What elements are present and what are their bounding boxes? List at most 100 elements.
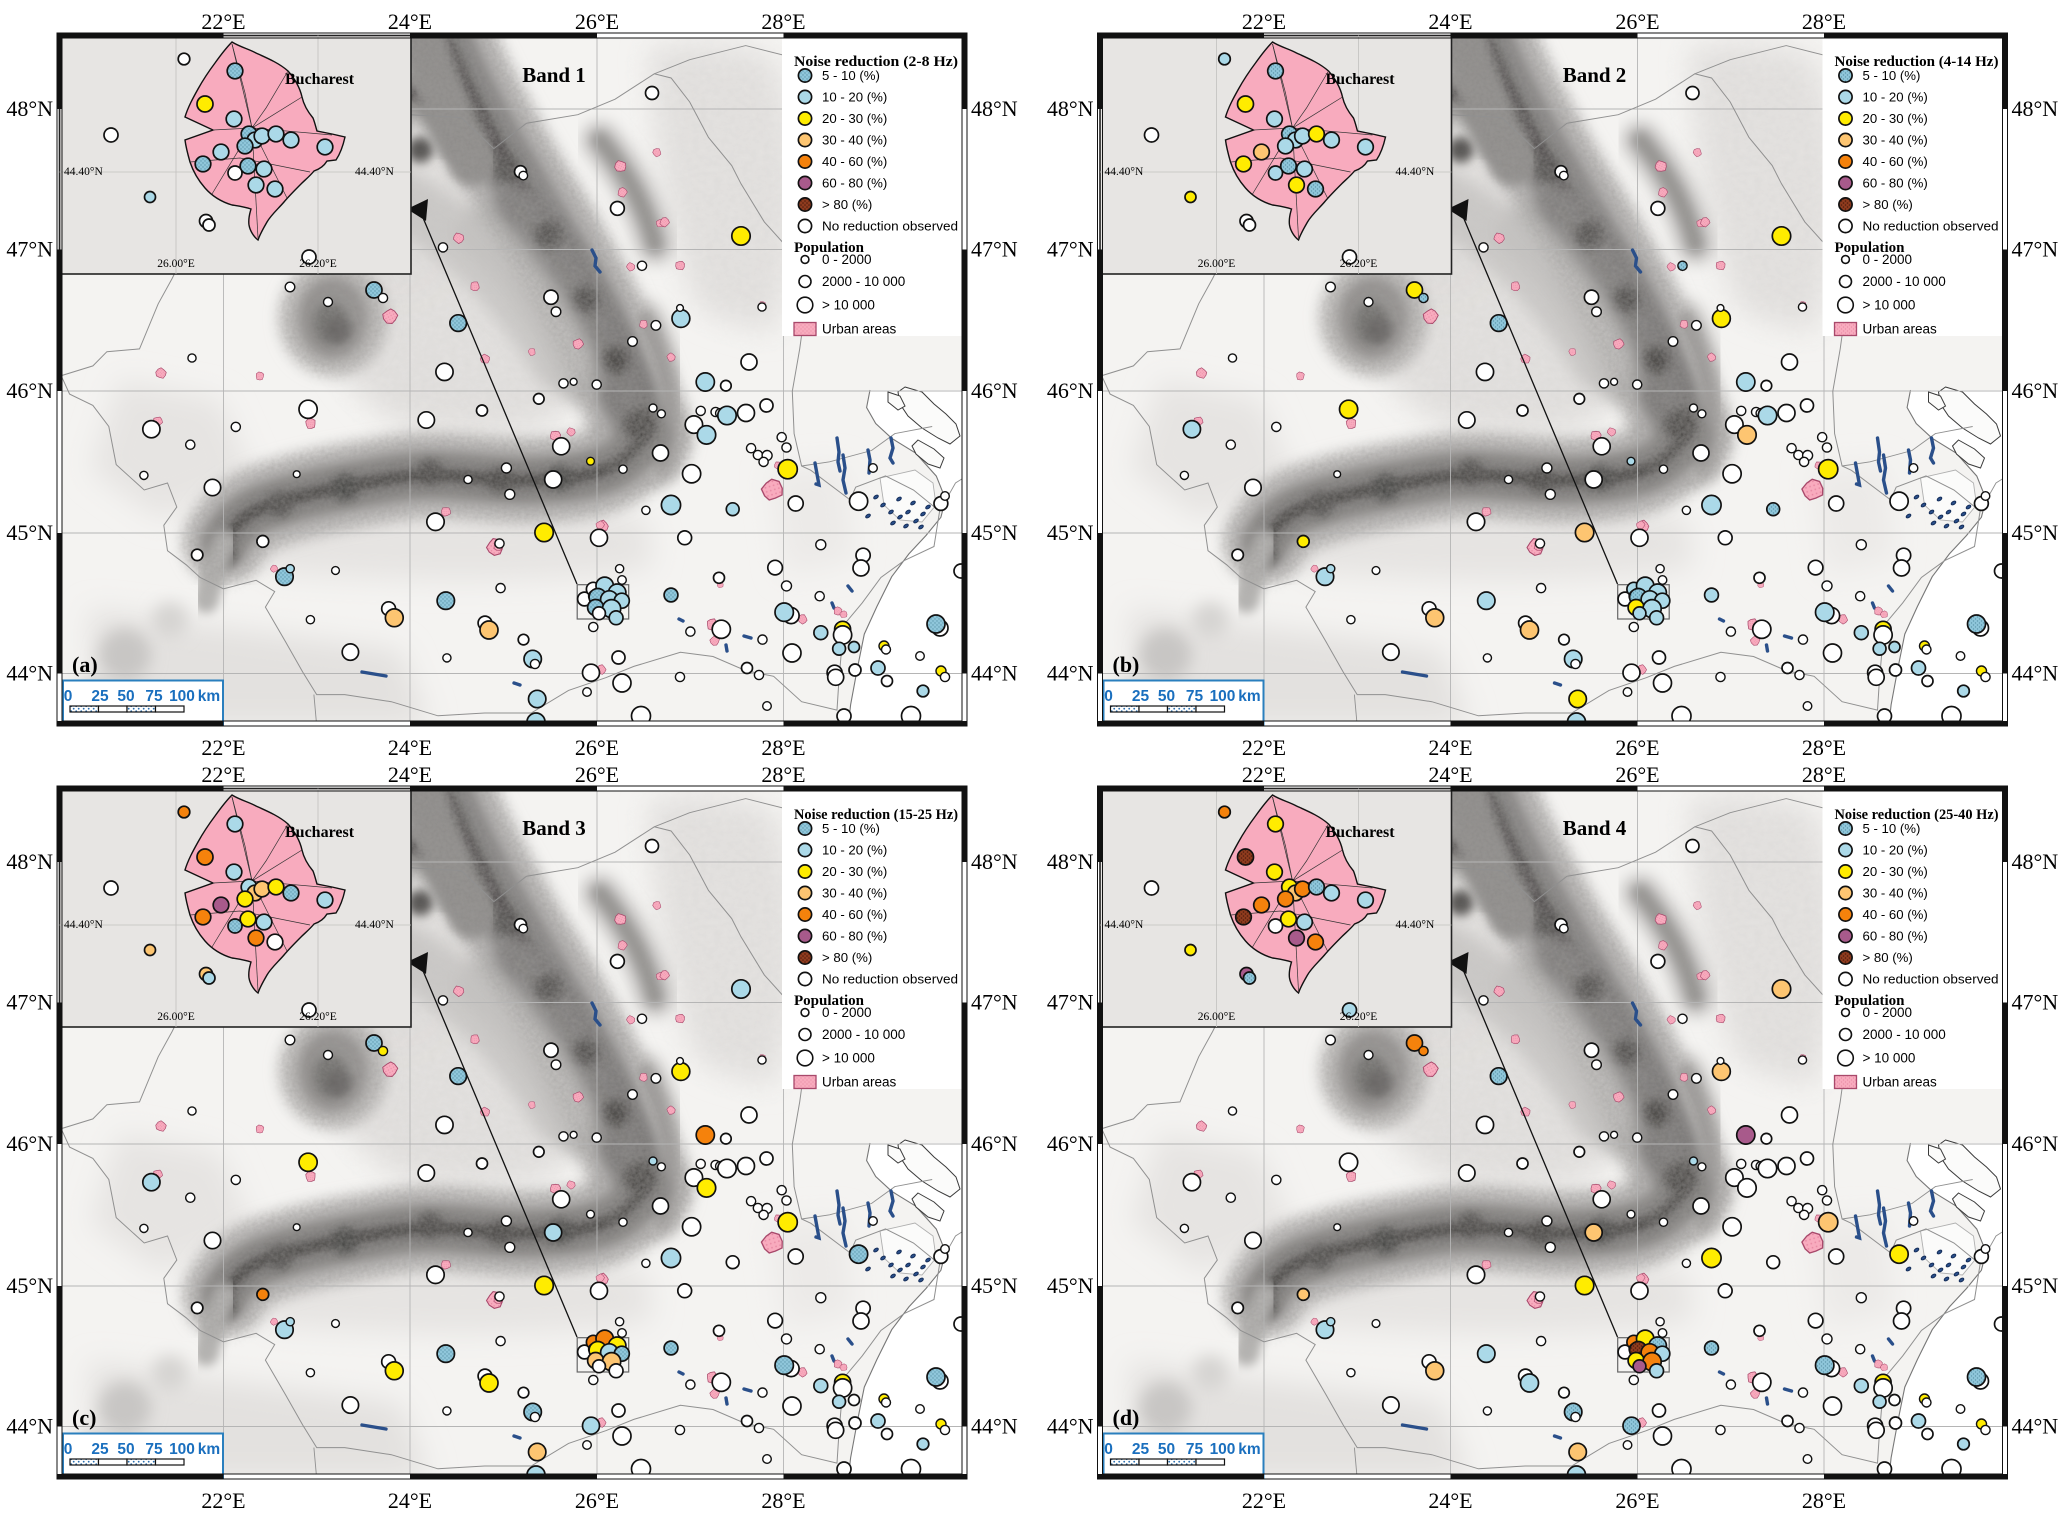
svg-text:0 - 2000: 0 - 2000 (822, 252, 872, 267)
svg-text:30 - 40 (%): 30 - 40 (%) (822, 133, 887, 148)
svg-text:Urban areas: Urban areas (822, 1075, 897, 1090)
svg-text:30 - 40 (%): 30 - 40 (%) (1863, 133, 1928, 148)
svg-text:10 - 20 (%): 10 - 20 (%) (822, 90, 887, 105)
svg-text:2000 - 10 000: 2000 - 10 000 (822, 1027, 905, 1042)
svg-text:46°N: 46°N (971, 1131, 1018, 1156)
svg-text:24°E: 24°E (388, 9, 432, 34)
svg-text:44°N: 44°N (971, 1414, 1018, 1439)
svg-text:Urban areas: Urban areas (822, 322, 897, 337)
svg-text:2000 - 10 000: 2000 - 10 000 (1863, 274, 1946, 289)
svg-text:26°E: 26°E (575, 735, 619, 760)
svg-text:60 - 80 (%): 60 - 80 (%) (1863, 929, 1928, 944)
svg-text:44°N: 44°N (2012, 661, 2059, 686)
svg-text:28°E: 28°E (761, 9, 805, 34)
svg-text:45°N: 45°N (971, 520, 1018, 545)
svg-text:44.40°N: 44.40°N (1396, 919, 1435, 931)
svg-text:22°E: 22°E (201, 735, 245, 760)
svg-text:22°E: 22°E (1242, 735, 1286, 760)
svg-text:Noise reduction (25-40 Hz): Noise reduction (25-40 Hz) (1835, 807, 1999, 823)
svg-text:47°N: 47°N (2012, 990, 2059, 1015)
svg-text:24°E: 24°E (1428, 735, 1472, 760)
svg-text:46°N: 46°N (2012, 1131, 2059, 1156)
svg-text:20 - 30 (%): 20 - 30 (%) (1863, 111, 1928, 126)
svg-text:30 - 40 (%): 30 - 40 (%) (1863, 886, 1928, 901)
svg-text:60 - 80 (%): 60 - 80 (%) (1863, 176, 1928, 191)
svg-text:44°N: 44°N (1047, 1414, 1094, 1439)
svg-text:75: 75 (145, 1441, 163, 1458)
svg-text:24°E: 24°E (388, 735, 432, 760)
svg-text:25: 25 (91, 688, 109, 705)
svg-text:47°N: 47°N (1047, 237, 1094, 262)
svg-text:48°N: 48°N (2012, 849, 2059, 874)
svg-text:26.20°E: 26.20°E (299, 258, 337, 270)
svg-text:48°N: 48°N (1047, 96, 1094, 121)
svg-text:28°E: 28°E (1802, 762, 1846, 787)
svg-text:24°E: 24°E (388, 1488, 432, 1513)
svg-text:Band 3: Band 3 (522, 816, 586, 840)
svg-text:50: 50 (1158, 1441, 1175, 1458)
svg-text:> 10 000: > 10 000 (1863, 1051, 1916, 1066)
svg-text:25: 25 (1132, 1441, 1150, 1458)
svg-text:2000 - 10 000: 2000 - 10 000 (822, 274, 905, 289)
svg-text:26.20°E: 26.20°E (1340, 258, 1378, 270)
svg-text:22°E: 22°E (1242, 762, 1286, 787)
svg-text:km: km (1238, 688, 1260, 705)
svg-text:28°E: 28°E (761, 762, 805, 787)
svg-text:28°E: 28°E (1802, 1488, 1846, 1513)
svg-text:Bucharest: Bucharest (1326, 824, 1396, 841)
svg-text:> 10 000: > 10 000 (822, 1051, 875, 1066)
svg-text:25: 25 (1132, 688, 1150, 705)
svg-text:46°N: 46°N (6, 1131, 53, 1156)
svg-text:44.40°N: 44.40°N (1105, 919, 1144, 931)
svg-text:48°N: 48°N (6, 849, 53, 874)
svg-text:26°E: 26°E (1615, 762, 1659, 787)
svg-text:28°E: 28°E (1802, 735, 1846, 760)
svg-text:10 - 20 (%): 10 - 20 (%) (1863, 90, 1928, 105)
svg-text:26°E: 26°E (1615, 1488, 1659, 1513)
svg-text:10 - 20 (%): 10 - 20 (%) (822, 843, 887, 858)
svg-text:44.40°N: 44.40°N (355, 919, 394, 931)
svg-text:26°E: 26°E (575, 1488, 619, 1513)
svg-text:(c): (c) (72, 1405, 96, 1430)
svg-text:24°E: 24°E (1428, 1488, 1472, 1513)
svg-text:0 - 2000: 0 - 2000 (1863, 1005, 1913, 1020)
svg-text:60 - 80 (%): 60 - 80 (%) (822, 176, 887, 191)
svg-text:45°N: 45°N (971, 1273, 1018, 1298)
svg-text:No reduction observed: No reduction observed (1863, 972, 1999, 987)
svg-text:No reduction observed: No reduction observed (1863, 219, 1999, 234)
svg-text:47°N: 47°N (6, 237, 53, 262)
svg-text:28°E: 28°E (761, 1488, 805, 1513)
svg-text:26°E: 26°E (1615, 735, 1659, 760)
svg-text:26.00°E: 26.00°E (157, 1011, 195, 1023)
svg-text:Population: Population (1835, 993, 1906, 1009)
svg-text:45°N: 45°N (2012, 1273, 2059, 1298)
svg-text:5 - 10 (%): 5 - 10 (%) (822, 68, 880, 83)
svg-text:20 - 30 (%): 20 - 30 (%) (822, 864, 887, 879)
svg-text:26.20°E: 26.20°E (299, 1011, 337, 1023)
svg-text:26°E: 26°E (575, 9, 619, 34)
svg-text:47°N: 47°N (6, 990, 53, 1015)
svg-text:> 10 000: > 10 000 (1863, 298, 1916, 313)
svg-text:44.40°N: 44.40°N (1396, 166, 1435, 178)
svg-text:44.40°N: 44.40°N (1105, 166, 1144, 178)
svg-text:Band 4: Band 4 (1563, 816, 1627, 840)
svg-text:Bucharest: Bucharest (285, 71, 355, 88)
svg-text:26.00°E: 26.00°E (1198, 258, 1236, 270)
svg-text:44°N: 44°N (6, 661, 53, 686)
svg-text:30 - 40 (%): 30 - 40 (%) (822, 886, 887, 901)
svg-text:100: 100 (1210, 688, 1236, 705)
svg-text:44°N: 44°N (2012, 1414, 2059, 1439)
svg-text:100: 100 (169, 1441, 195, 1458)
svg-text:46°N: 46°N (2012, 378, 2059, 403)
svg-text:40 - 60 (%): 40 - 60 (%) (822, 907, 887, 922)
svg-text:26°E: 26°E (1615, 9, 1659, 34)
svg-text:26.00°E: 26.00°E (157, 258, 195, 270)
svg-text:0: 0 (64, 1441, 73, 1458)
svg-text:20 - 30 (%): 20 - 30 (%) (1863, 864, 1928, 879)
svg-text:48°N: 48°N (971, 849, 1018, 874)
svg-text:44°N: 44°N (1047, 661, 1094, 686)
svg-text:46°N: 46°N (1047, 1131, 1094, 1156)
svg-text:100: 100 (1210, 1441, 1236, 1458)
svg-text:48°N: 48°N (2012, 96, 2059, 121)
svg-text:0 - 2000: 0 - 2000 (1863, 252, 1913, 267)
